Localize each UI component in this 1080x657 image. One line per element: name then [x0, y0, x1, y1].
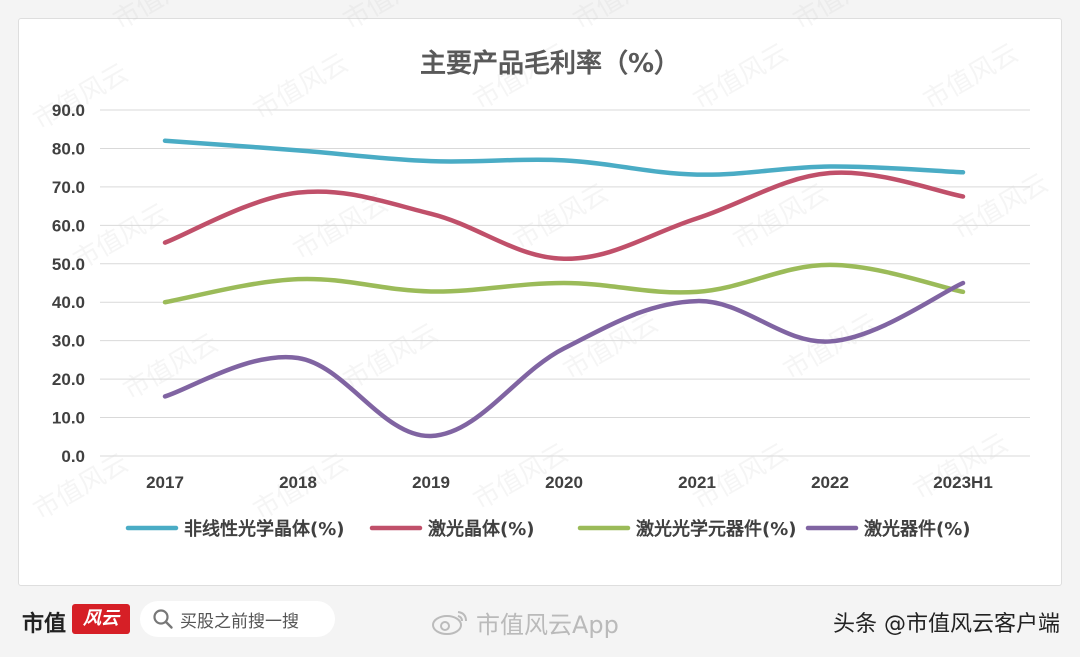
y-tick-label: 50.0 — [52, 255, 85, 274]
chart-title: 主要产品毛利率（%） — [420, 48, 680, 79]
y-axis-ticks: 0.0 10.0 20.0 30.0 40.0 50.0 60.0 70.0 80.0 90.0 — [52, 101, 85, 466]
watermark-text: 市值风云 — [919, 38, 1024, 116]
y-tick-label: 0.0 — [61, 447, 85, 466]
watermark-text: 市值风云 — [689, 38, 794, 116]
watermark-text: 市值风云 — [109, 0, 214, 36]
watermark-text: 市值风云 — [569, 0, 674, 36]
y-tick-label: 90.0 — [52, 101, 85, 120]
x-tick-label: 2020 — [545, 473, 583, 492]
watermark-text: 市值风云 — [509, 178, 614, 256]
watermark-text: 市值风云 — [249, 48, 354, 126]
weibo-icon — [432, 611, 467, 635]
series-line-3 — [162, 262, 966, 305]
legend-label: 激光光学元器件(%) — [636, 518, 797, 540]
x-tick-label: 2022 — [811, 473, 849, 492]
y-tick-label: 40.0 — [52, 293, 85, 312]
x-tick-label: 2021 — [678, 473, 716, 492]
watermark-text: 市值风云 — [339, 0, 444, 36]
footer-bar: 市值 风云 买股之前搜一搜 市值风云App 头条 @市值风云客户端 — [0, 596, 1080, 657]
weibo-text: 市值风云App — [476, 610, 619, 639]
brand-logo-text: 市值 — [22, 611, 67, 637]
x-tick-label: 2017 — [146, 473, 184, 492]
y-tick-label: 20.0 — [52, 370, 85, 389]
weibo-watermark: 市值风云App — [430, 606, 619, 639]
y-tick-label: 30.0 — [52, 332, 85, 351]
gridlines — [100, 109, 1030, 457]
watermark-text: 市值风云 — [789, 0, 894, 36]
legend: 非线性光学晶体(%) 激光晶体(%) 激光光学元器件(%) 激光器件(%) — [125, 518, 971, 540]
legend-label: 激光器件(%) — [864, 518, 971, 540]
watermark-text: 市值风云 — [339, 318, 444, 396]
x-tick-label: 2019 — [412, 473, 450, 492]
search-icon — [153, 609, 173, 629]
series-lines — [162, 138, 966, 439]
series-line-1 — [162, 138, 966, 177]
series-line-4 — [162, 280, 966, 439]
x-axis-ticks: 2017 2018 2019 2020 2021 2022 2023H1 — [146, 473, 993, 492]
y-tick-label: 60.0 — [52, 216, 85, 235]
x-tick-label: 2018 — [279, 473, 317, 492]
x-tick-label: 2023H1 — [933, 473, 993, 492]
watermark-text: 市值风云 — [29, 58, 134, 136]
series-line-2 — [162, 170, 966, 262]
search-placeholder: 买股之前搜一搜 — [180, 611, 299, 632]
legend-label: 激光晶体(%) — [428, 518, 535, 540]
watermark-text: 市值风云 — [909, 428, 1014, 506]
y-tick-label: 70.0 — [52, 178, 85, 197]
watermark-text: 市值风云 — [949, 168, 1054, 246]
y-tick-label: 80.0 — [52, 139, 85, 158]
watermark-text: 市值风云 — [779, 308, 884, 386]
legend-label: 非线性光学晶体(%) — [184, 518, 345, 540]
watermark-text: 市值风云 — [559, 308, 664, 386]
brand-logo-mark: 风云 — [72, 604, 130, 634]
source-credit: 头条 @市值风云客户端 — [833, 612, 1060, 637]
y-tick-label: 10.0 — [52, 409, 85, 428]
watermark-text: 市值风云 — [729, 178, 834, 256]
search-box[interactable]: 买股之前搜一搜 — [140, 601, 335, 637]
